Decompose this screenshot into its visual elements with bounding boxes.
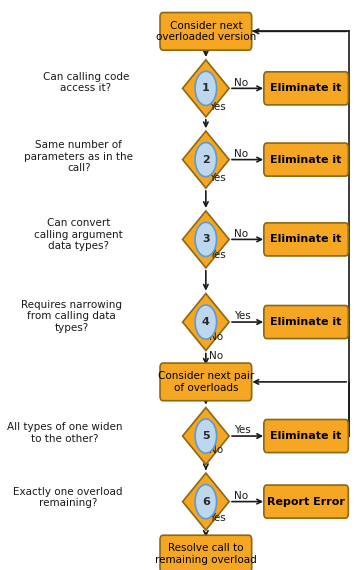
Text: Yes: Yes bbox=[209, 173, 226, 183]
Text: Consider next pair
of overloads: Consider next pair of overloads bbox=[158, 371, 254, 393]
Text: Exactly one overload
remaining?: Exactly one overload remaining? bbox=[13, 487, 123, 508]
Text: No: No bbox=[234, 229, 248, 239]
Text: 3: 3 bbox=[202, 234, 210, 245]
Text: Yes: Yes bbox=[234, 311, 251, 321]
Text: Resolve call to
remaining overload: Resolve call to remaining overload bbox=[155, 543, 257, 565]
Polygon shape bbox=[183, 408, 229, 465]
Text: No: No bbox=[234, 149, 248, 159]
Text: All types of one widen
to the other?: All types of one widen to the other? bbox=[7, 422, 122, 444]
Text: Can convert
calling argument
data types?: Can convert calling argument data types? bbox=[34, 218, 123, 251]
Text: No: No bbox=[234, 78, 248, 88]
Text: No: No bbox=[209, 445, 223, 455]
Text: 5: 5 bbox=[202, 431, 210, 441]
FancyBboxPatch shape bbox=[264, 485, 348, 518]
Text: 2: 2 bbox=[202, 154, 210, 165]
Text: No: No bbox=[209, 351, 223, 361]
Text: Same number of
parameters as in the
call?: Same number of parameters as in the call… bbox=[24, 140, 133, 173]
Text: Consider next
overloaded version: Consider next overloaded version bbox=[156, 21, 256, 42]
Text: 4: 4 bbox=[202, 317, 210, 327]
Polygon shape bbox=[183, 294, 229, 351]
Text: Yes: Yes bbox=[234, 425, 251, 435]
FancyBboxPatch shape bbox=[264, 72, 348, 105]
Text: Yes: Yes bbox=[209, 512, 226, 523]
Circle shape bbox=[195, 222, 217, 256]
Text: Eliminate it: Eliminate it bbox=[270, 83, 342, 93]
Text: No: No bbox=[209, 332, 223, 343]
FancyBboxPatch shape bbox=[160, 13, 252, 50]
Text: Eliminate it: Eliminate it bbox=[270, 234, 342, 245]
Polygon shape bbox=[183, 131, 229, 188]
Text: Report Error: Report Error bbox=[267, 496, 345, 507]
FancyBboxPatch shape bbox=[264, 306, 348, 339]
Text: Can calling code
access it?: Can calling code access it? bbox=[43, 72, 129, 93]
Circle shape bbox=[195, 484, 217, 519]
Text: Yes: Yes bbox=[209, 250, 226, 260]
FancyBboxPatch shape bbox=[160, 535, 252, 570]
FancyBboxPatch shape bbox=[264, 143, 348, 176]
FancyBboxPatch shape bbox=[264, 420, 348, 453]
Polygon shape bbox=[183, 211, 229, 268]
FancyBboxPatch shape bbox=[264, 223, 348, 256]
Circle shape bbox=[195, 305, 217, 339]
Text: Eliminate it: Eliminate it bbox=[270, 431, 342, 441]
Polygon shape bbox=[183, 473, 229, 530]
Polygon shape bbox=[183, 60, 229, 117]
Text: 1: 1 bbox=[202, 83, 210, 93]
FancyBboxPatch shape bbox=[160, 363, 252, 401]
Circle shape bbox=[195, 419, 217, 453]
Circle shape bbox=[195, 142, 217, 177]
Text: Requires narrowing
from calling data
types?: Requires narrowing from calling data typ… bbox=[21, 300, 122, 333]
Text: Eliminate it: Eliminate it bbox=[270, 317, 342, 327]
Text: No: No bbox=[234, 491, 248, 501]
Text: Eliminate it: Eliminate it bbox=[270, 154, 342, 165]
Text: Yes: Yes bbox=[209, 102, 226, 112]
Circle shape bbox=[195, 71, 217, 105]
Text: 6: 6 bbox=[202, 496, 210, 507]
